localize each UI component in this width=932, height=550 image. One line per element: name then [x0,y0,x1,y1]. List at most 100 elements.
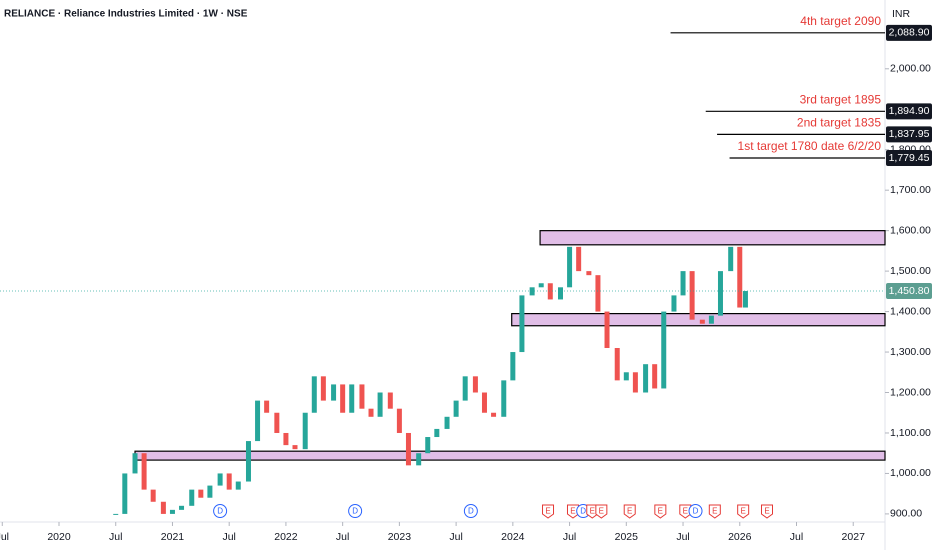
candle [614,348,620,381]
candle [623,372,629,381]
x-tick-label: Jul [336,531,349,543]
x-tick-label: Jul [676,531,689,543]
dividend-marker [688,504,703,518]
candle [320,376,326,401]
candle [368,408,374,417]
target-label: 4th target 2090 [800,14,881,28]
candle [699,319,705,324]
target-label: 3rd target 1895 [800,92,882,106]
earnings-marker [708,504,721,519]
support-zone [539,230,886,246]
dividend-marker [213,504,228,518]
candle [708,315,714,324]
x-tick-label: 2027 [842,531,866,543]
x-tick-label: 2024 [501,531,525,543]
candle [359,384,365,409]
currency: INR [892,8,911,20]
earnings-marker [737,504,750,519]
candle [198,489,204,498]
y-tick-label: 1,600.00 [890,224,931,236]
candle [217,473,223,486]
x-tick-label: 2022 [274,531,298,543]
event-label: E [599,507,604,516]
candle [255,400,261,442]
candle [680,271,686,296]
x-tick-label: 2020 [47,531,71,543]
y-tick-label: 900.00 [890,508,922,520]
candle [462,376,468,401]
candle [472,376,478,393]
candle [235,481,241,490]
y-tick-label: 1,700.00 [890,184,931,196]
y-tick-label: 1,100.00 [890,427,931,439]
candle [434,428,440,438]
earnings-marker [679,504,692,519]
candle [264,400,270,413]
candle [510,352,516,381]
target-price: 1,894.90 [889,105,930,117]
event-label: E [545,507,550,516]
candle [207,485,213,498]
earnings-marker [542,504,555,519]
y-tick-label: 2,000.00 [890,63,931,75]
target-badge [886,103,932,120]
y-tick-label: 1,000.00 [890,467,931,479]
target-label: 2nd target 1835 [797,116,881,130]
event-label: E [764,507,769,516]
candle [632,372,638,393]
target-price: 1,779.45 [889,152,930,164]
target-price: 1,837.95 [889,128,930,140]
event-label: D [693,507,699,516]
candle [481,392,487,413]
candle [274,412,280,433]
candle [671,295,677,312]
candle [737,246,743,308]
event-label: E [712,507,717,516]
candle [416,453,422,466]
candle [586,271,592,276]
event-label: E [658,507,663,516]
candle [113,513,119,515]
candle [558,287,563,300]
candle [405,432,411,466]
candle [538,283,544,288]
y-tick-label: 1,300.00 [890,346,931,358]
x-tick-label: Jul [0,531,9,543]
candle [377,392,383,417]
candle [311,376,317,413]
x-tick-label: 2026 [728,531,752,543]
candle [340,384,346,413]
target-badge [886,24,932,41]
candle [453,400,459,417]
candle [728,246,734,272]
event-label: E [590,507,595,516]
last-price-label: 1,450.80 [889,285,930,297]
event-label: E [570,507,575,516]
event-label: D [352,507,358,516]
candle [283,432,289,446]
earnings-marker [654,504,667,519]
candle [122,473,128,514]
candle [491,412,497,417]
candle [689,271,695,320]
candle [189,489,195,506]
candle [150,489,156,502]
earnings-marker [761,504,773,519]
x-tick-label: Jul [449,531,462,543]
candle [387,392,393,409]
event-label: D [217,507,223,516]
x-tick-label: Jul [109,531,122,543]
candle [169,509,175,514]
dividend-marker [463,504,478,518]
candle [226,473,232,490]
candle [519,295,525,353]
candle [425,437,431,454]
candle [717,271,723,316]
target-badge [886,126,932,143]
x-tick-label: 2023 [388,531,412,543]
earnings-marker [566,504,579,519]
x-tick-label: 2025 [615,531,639,543]
earnings-marker [623,504,636,519]
